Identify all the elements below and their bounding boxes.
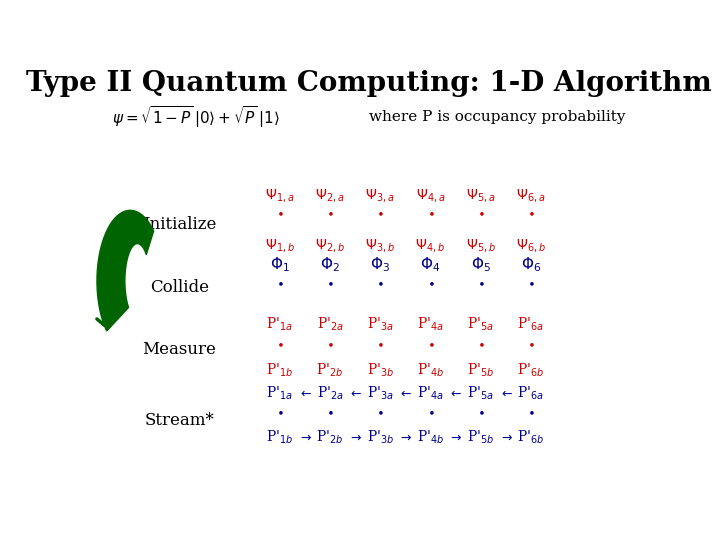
Text: $\Phi_{6}$: $\Phi_{6}$ [521, 255, 541, 274]
Text: $\bullet$: $\bullet$ [326, 276, 334, 289]
Text: Type II Quantum Computing: 1-D Algorithm: Type II Quantum Computing: 1-D Algorithm [26, 70, 712, 97]
Text: $\bullet$: $\bullet$ [527, 406, 535, 419]
Text: $\leftarrow$: $\leftarrow$ [398, 387, 413, 400]
Text: $\rightarrow$: $\rightarrow$ [398, 430, 413, 443]
Text: $\bullet$: $\bullet$ [276, 406, 284, 419]
Text: P'$_{4a}$: P'$_{4a}$ [417, 384, 444, 402]
Text: $\bullet$: $\bullet$ [377, 337, 384, 350]
Text: $\bullet$: $\bullet$ [477, 337, 485, 350]
Text: $\bullet$: $\bullet$ [276, 276, 284, 289]
Text: $\Psi_{5,b}$: $\Psi_{5,b}$ [466, 237, 495, 254]
Text: Collide: Collide [150, 279, 209, 296]
Text: $\rightarrow$: $\rightarrow$ [297, 430, 312, 443]
Text: $\leftarrow$: $\leftarrow$ [348, 387, 362, 400]
Text: $\psi = \sqrt{1-P}\,|0\rangle + \sqrt{P}\,|1\rangle$: $\psi = \sqrt{1-P}\,|0\rangle + \sqrt{P}… [112, 104, 280, 130]
Text: P'$_{6b}$: P'$_{6b}$ [517, 362, 544, 379]
Text: P'$_{5a}$: P'$_{5a}$ [467, 316, 494, 333]
Text: $\leftarrow$: $\leftarrow$ [449, 387, 462, 400]
Polygon shape [97, 211, 153, 331]
Text: P'$_{1b}$: P'$_{1b}$ [266, 362, 293, 379]
Text: $\Phi_{1}$: $\Phi_{1}$ [270, 255, 289, 274]
Text: $\bullet$: $\bullet$ [426, 206, 434, 219]
Text: $\Psi_{1,a}$: $\Psi_{1,a}$ [265, 187, 294, 204]
Text: P'$_{3a}$: P'$_{3a}$ [366, 316, 394, 333]
Text: P'$_{2a}$: P'$_{2a}$ [317, 384, 343, 402]
Text: $\Phi_{4}$: $\Phi_{4}$ [420, 255, 441, 274]
Text: P'$_{6a}$: P'$_{6a}$ [518, 316, 544, 333]
Text: Initialize: Initialize [143, 217, 216, 233]
Text: $\Psi_{3,b}$: $\Psi_{3,b}$ [365, 237, 395, 254]
Text: Measure: Measure [143, 341, 216, 358]
Text: P'$_{4b}$: P'$_{4b}$ [417, 362, 444, 379]
Text: $\bullet$: $\bullet$ [477, 276, 485, 289]
Text: $\Psi_{6,a}$: $\Psi_{6,a}$ [516, 187, 546, 204]
Text: P'$_{2a}$: P'$_{2a}$ [317, 316, 343, 333]
Text: $\bullet$: $\bullet$ [377, 206, 384, 219]
Text: $\bullet$: $\bullet$ [527, 337, 535, 350]
Text: P'$_{6b}$: P'$_{6b}$ [517, 428, 544, 446]
Text: $\bullet$: $\bullet$ [527, 206, 535, 219]
Text: $\Psi_{6,b}$: $\Psi_{6,b}$ [516, 237, 546, 254]
Text: P'$_{3b}$: P'$_{3b}$ [366, 362, 394, 379]
Text: $\Psi_{4,a}$: $\Psi_{4,a}$ [415, 187, 445, 204]
Text: P'$_{4a}$: P'$_{4a}$ [417, 316, 444, 333]
Text: $\bullet$: $\bullet$ [426, 337, 434, 350]
Text: $\Phi_{5}$: $\Phi_{5}$ [471, 255, 490, 274]
Text: $\Psi_{2,a}$: $\Psi_{2,a}$ [315, 187, 345, 204]
Text: $\Psi_{1,b}$: $\Psi_{1,b}$ [265, 237, 294, 254]
Text: P'$_{1a}$: P'$_{1a}$ [266, 316, 293, 333]
Text: P'$_{2b}$: P'$_{2b}$ [316, 362, 343, 379]
Text: $\Psi_{2,b}$: $\Psi_{2,b}$ [315, 237, 345, 254]
Text: $\Psi_{4,b}$: $\Psi_{4,b}$ [415, 237, 446, 254]
Text: $\bullet$: $\bullet$ [326, 206, 334, 219]
Text: $\bullet$: $\bullet$ [477, 206, 485, 219]
Text: where P is occupancy probability: where P is occupancy probability [369, 110, 626, 124]
Text: $\Phi_{2}$: $\Phi_{2}$ [320, 255, 340, 274]
Text: $\bullet$: $\bullet$ [377, 406, 384, 419]
Text: P'$_{4b}$: P'$_{4b}$ [417, 428, 444, 446]
Text: $\bullet$: $\bullet$ [276, 206, 284, 219]
Text: $\Psi_{3,a}$: $\Psi_{3,a}$ [365, 187, 395, 204]
Text: $\Psi_{5,a}$: $\Psi_{5,a}$ [466, 187, 495, 204]
Text: $\bullet$: $\bullet$ [326, 337, 334, 350]
Text: $\Phi_{3}$: $\Phi_{3}$ [370, 255, 390, 274]
Text: $\bullet$: $\bullet$ [377, 276, 384, 289]
Text: $\bullet$: $\bullet$ [426, 276, 434, 289]
Text: P'$_{5b}$: P'$_{5b}$ [467, 362, 494, 379]
Text: $\bullet$: $\bullet$ [276, 337, 284, 350]
Text: P'$_{5b}$: P'$_{5b}$ [467, 428, 494, 446]
Text: $\rightarrow$: $\rightarrow$ [498, 430, 513, 443]
Text: P'$_{3a}$: P'$_{3a}$ [366, 384, 394, 402]
Text: $\leftarrow$: $\leftarrow$ [298, 387, 312, 400]
Text: P'$_{3b}$: P'$_{3b}$ [366, 428, 394, 446]
Text: $\bullet$: $\bullet$ [426, 406, 434, 419]
Text: $\rightarrow$: $\rightarrow$ [449, 430, 463, 443]
Text: P'$_{2b}$: P'$_{2b}$ [316, 428, 343, 446]
Text: $\bullet$: $\bullet$ [527, 276, 535, 289]
Text: $\bullet$: $\bullet$ [326, 406, 334, 419]
Text: P'$_{6a}$: P'$_{6a}$ [518, 384, 544, 402]
Text: $\leftarrow$: $\leftarrow$ [499, 387, 513, 400]
Text: P'$_{1b}$: P'$_{1b}$ [266, 428, 293, 446]
Text: P'$_{5a}$: P'$_{5a}$ [467, 384, 494, 402]
Text: Stream*: Stream* [145, 412, 214, 429]
Text: P'$_{1a}$: P'$_{1a}$ [266, 384, 293, 402]
Text: $\bullet$: $\bullet$ [477, 406, 485, 419]
Text: $\rightarrow$: $\rightarrow$ [348, 430, 362, 443]
